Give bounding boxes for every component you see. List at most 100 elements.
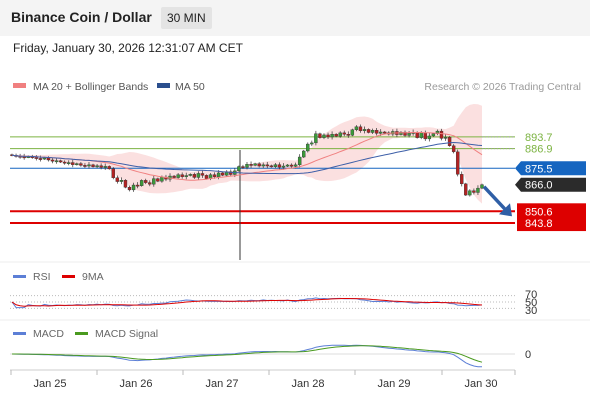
candle [326, 132, 330, 140]
x-tick-label: Jan 29 [377, 378, 410, 390]
rsi-level-30: 30 [525, 305, 537, 317]
legend-macd-signal: MACD Signal [95, 328, 158, 340]
candle [127, 185, 132, 192]
legend-ma50: MA 50 [175, 81, 205, 93]
chart-datetime: Friday, January 30, 2026 12:31:07 AM CET [13, 41, 243, 55]
candle [241, 164, 245, 169]
candle [314, 130, 318, 146]
candle [196, 171, 201, 180]
price-label: 843.8 [525, 218, 553, 230]
candle [302, 149, 306, 158]
rsi-line [11, 297, 483, 309]
legend-swatch-rsi [13, 275, 26, 278]
candle [281, 163, 286, 170]
legend-swatch-macd-signal [75, 332, 88, 335]
candle [285, 163, 290, 167]
candle [62, 160, 67, 165]
candle [200, 170, 205, 178]
candle [172, 175, 176, 179]
legend-swatch-rsi-ma [62, 275, 75, 278]
rsi-panel [10, 295, 515, 309]
candle [439, 128, 444, 141]
candle [38, 155, 43, 162]
macd-signal-line [12, 345, 483, 363]
candle [310, 140, 314, 147]
candle [464, 182, 468, 196]
legend-swatch-macd [13, 332, 26, 335]
candle [350, 128, 355, 137]
x-tick-label: Jan 30 [464, 378, 497, 390]
forecast-arrow [482, 185, 512, 217]
macd-panel [10, 344, 515, 368]
candle [451, 144, 456, 154]
candle [152, 175, 156, 187]
candle [58, 159, 63, 163]
candle [297, 154, 302, 168]
candle [362, 126, 367, 134]
legend-rsi: RSI [33, 271, 51, 283]
candle [334, 133, 338, 138]
candle [306, 142, 310, 153]
candle [245, 162, 249, 170]
x-tick-label: Jan 28 [291, 378, 324, 390]
legend-swatch-ma50 [157, 83, 170, 88]
forecast-arrow-head [499, 203, 512, 217]
candle [269, 164, 274, 168]
candle [427, 133, 432, 142]
candle [407, 130, 411, 138]
candle [289, 163, 294, 168]
price-levels [10, 136, 515, 225]
x-tick-label: Jan 25 [33, 378, 66, 390]
candle [192, 172, 197, 179]
candle [67, 160, 71, 166]
candle [358, 124, 363, 133]
price-tag-2 [515, 161, 586, 176]
x-tick-label: Jan 27 [205, 378, 238, 390]
candle [261, 162, 265, 169]
candle [111, 167, 115, 180]
candle [480, 183, 484, 190]
legend-macd: MACD [33, 328, 64, 340]
candle [91, 163, 95, 168]
candle [123, 179, 128, 189]
macd-zero-label: 0 [525, 349, 531, 361]
x-axis-ticks: Jan 25 Jan 26 Jan 27 Jan 28 Jan 29 Jan 30 [10, 370, 516, 390]
candle [443, 134, 448, 141]
support-zone-tag [517, 203, 586, 232]
legend-credit: Research © 2026 Trading Central [424, 81, 581, 93]
candle [403, 130, 407, 137]
forecast-arrow-line [482, 185, 509, 213]
candle [460, 171, 464, 187]
candle [188, 173, 192, 177]
legend-bollinger: MA 20 + Bollinger Bands [33, 81, 148, 93]
ma50-line [11, 141, 483, 175]
x-tick-label: Jan 26 [119, 378, 152, 390]
price-label: 850.6 [525, 206, 553, 218]
interval-button[interactable]: 30 MIN [161, 7, 212, 29]
candle [71, 159, 75, 168]
candle [257, 162, 261, 168]
rsi-ma-line [11, 298, 483, 307]
price-tag-3 [515, 177, 586, 192]
legend-rsi-ma: 9MA [82, 271, 104, 283]
candle [273, 163, 278, 169]
legend-swatch-bollinger [13, 83, 26, 88]
moving-averages [11, 132, 483, 181]
candle [184, 172, 188, 180]
candle [447, 136, 452, 147]
rsi-level-70: 70 [525, 289, 537, 301]
candle [265, 161, 269, 169]
candle [237, 165, 241, 172]
candle [99, 163, 103, 170]
candle [249, 161, 253, 168]
candle [54, 157, 59, 164]
instrument-title: Binance Coin / Dollar [11, 9, 152, 25]
candle [342, 130, 346, 137]
candle [383, 130, 387, 134]
bollinger-band-area [12, 104, 482, 204]
candle [354, 125, 359, 132]
chart-header: Binance Coin / Dollar 30 MIN [0, 0, 590, 36]
candle [338, 131, 342, 138]
